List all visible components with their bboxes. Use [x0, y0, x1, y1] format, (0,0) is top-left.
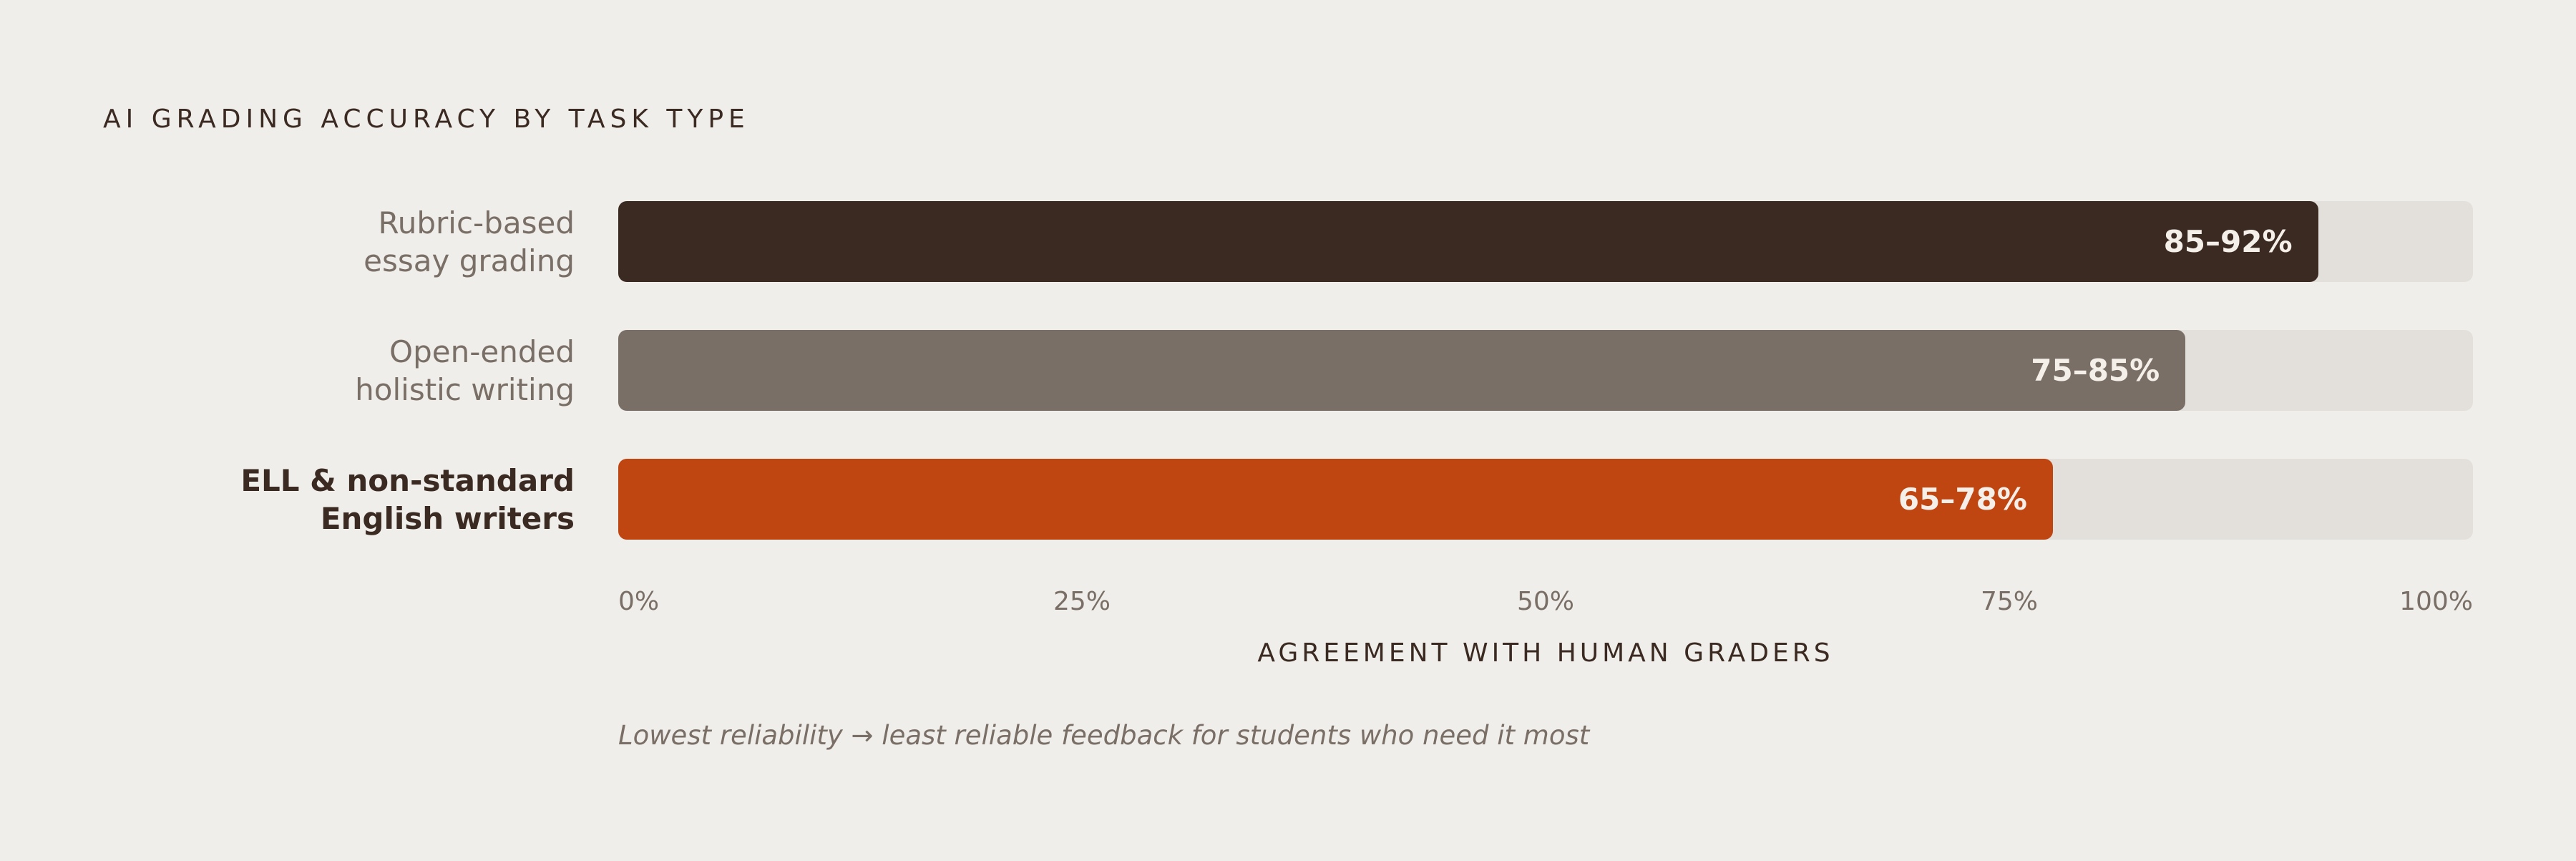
category-label-line: Rubric-based — [378, 205, 575, 240]
category-label-line: holistic writing — [355, 371, 575, 407]
x-tick-label: 50% — [1516, 587, 1574, 616]
bar-value-label-ell: 65–78% — [1898, 482, 2027, 517]
x-axis-label: AGREEMENT WITH HUMAN GRADERS — [1257, 638, 1834, 668]
bar-ell — [618, 459, 2053, 540]
annotation-note: Lowest reliability → least reliable feed… — [618, 720, 1590, 751]
bar-track-open-ended: 75–85% — [618, 330, 2473, 411]
x-tick-label: 0% — [618, 587, 660, 616]
bar-value-label-rubric: 85–92% — [2163, 224, 2293, 259]
bar-value-label-open-ended: 75–85% — [2031, 353, 2160, 388]
category-label-line: English writers — [320, 500, 575, 536]
category-label-line: essay grading — [364, 243, 575, 278]
category-label-rubric: Rubric-based essay grading — [364, 204, 575, 280]
bar-track-rubric: 85–92% — [618, 201, 2473, 282]
category-label-open-ended: Open-ended holistic writing — [355, 333, 575, 409]
chart-title: AI GRADING ACCURACY BY TASK TYPE — [103, 104, 750, 134]
bar-rubric — [618, 201, 2318, 282]
x-tick-label: 75% — [1980, 587, 2038, 616]
category-label-line: Open-ended — [389, 334, 575, 369]
category-label-ell: ELL & non-standard English writers — [240, 462, 575, 537]
x-tick-label: 100% — [2399, 587, 2473, 616]
bar-track-ell: 65–78% — [618, 459, 2473, 540]
x-tick-label: 25% — [1053, 587, 1111, 616]
bar-open-ended — [618, 330, 2186, 411]
category-label-line: ELL & non-standard — [240, 462, 575, 498]
